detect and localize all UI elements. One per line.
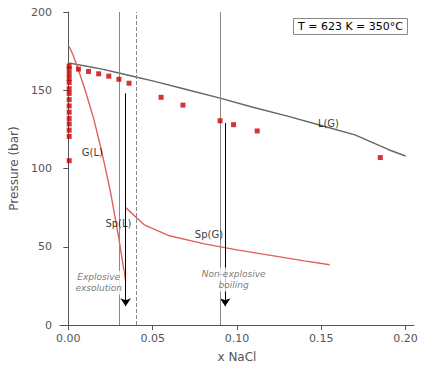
svg-text:L(G): L(G)	[318, 118, 339, 129]
svg-text:Explosive: Explosive	[77, 272, 120, 282]
svg-text:200: 200	[31, 6, 52, 19]
svg-text:0.05: 0.05	[140, 332, 165, 345]
svg-text:Pressure (bar): Pressure (bar)	[7, 126, 21, 210]
svg-text:Non-explosive: Non-explosive	[202, 269, 266, 279]
svg-text:150: 150	[31, 84, 52, 97]
svg-text:50: 50	[38, 240, 52, 253]
svg-text:G(L): G(L)	[82, 147, 103, 158]
svg-text:0: 0	[45, 319, 52, 332]
svg-text:0.10: 0.10	[225, 332, 250, 345]
svg-text:0.00: 0.00	[56, 332, 81, 345]
svg-text:100: 100	[31, 162, 52, 175]
svg-text:T = 623 K = 350°C: T = 623 K = 350°C	[297, 20, 403, 33]
svg-text:0.15: 0.15	[309, 332, 334, 345]
svg-text:boiling: boiling	[219, 280, 249, 290]
svg-text:0.20: 0.20	[393, 332, 418, 345]
svg-text:Sp(G): Sp(G)	[195, 229, 223, 240]
svg-text:x NaCl: x NaCl	[217, 350, 256, 364]
svg-text:Sp(L): Sp(L)	[105, 218, 131, 229]
svg-text:exsolution: exsolution	[75, 283, 122, 293]
